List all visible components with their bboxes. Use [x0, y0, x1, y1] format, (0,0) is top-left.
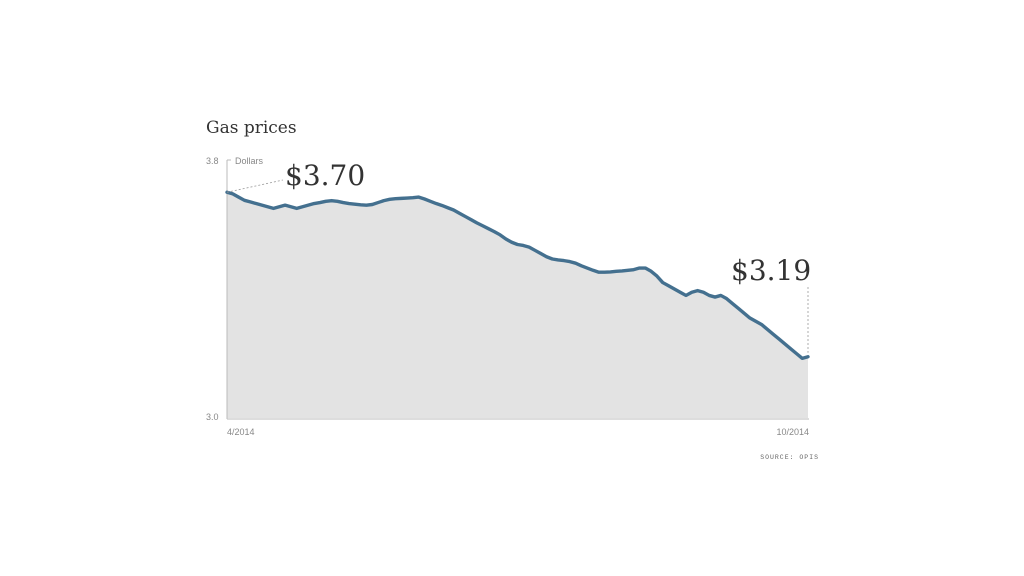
chart-title: Gas prices [206, 118, 297, 138]
start-price-callout: $3.70 [285, 159, 365, 192]
y-tick-top: 3.8 [206, 156, 219, 166]
series-line [225, 190, 810, 361]
y-tick-bottom: 3.0 [206, 412, 219, 422]
plot-area [225, 159, 810, 420]
end-price-callout: $3.19 [731, 254, 811, 287]
source-note: SOURCE: OPIS [760, 454, 819, 461]
x-tick-start: 4/2014 [227, 427, 255, 437]
x-tick-end: 10/2014 [776, 427, 809, 437]
area-fill [227, 192, 808, 418]
start-callout-leader [226, 179, 284, 193]
y-axis-unit-label: Dollars [235, 156, 264, 166]
